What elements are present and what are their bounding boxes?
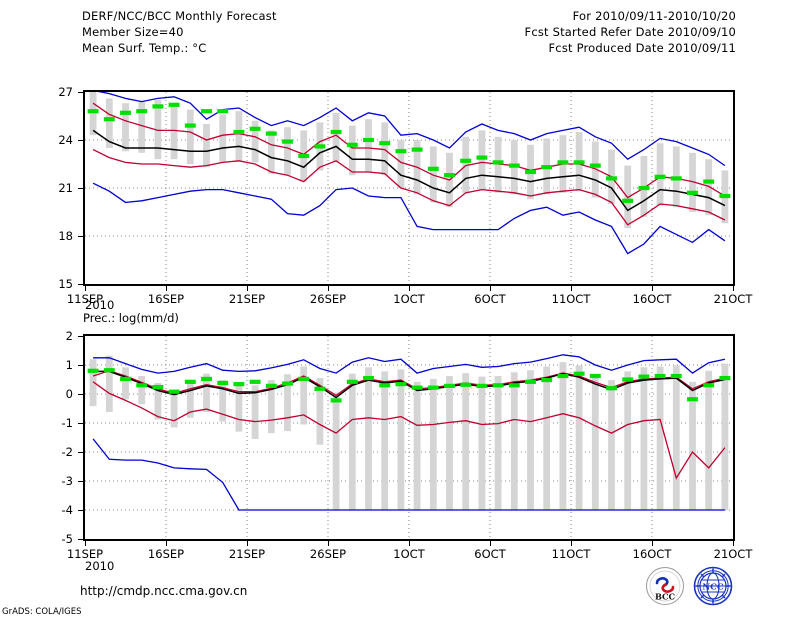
x-axis-tick (85, 541, 86, 546)
series-observation (87, 368, 731, 403)
variable-label-temperature: Mean Surf. Temp.: °C (82, 41, 207, 55)
x-axis-year-label: 2010 (85, 559, 115, 573)
y-axis-tick (78, 539, 83, 540)
y-axis-label: 0 (65, 387, 73, 401)
y-axis-label: -1 (61, 416, 73, 430)
y-axis-label: 15 (58, 277, 73, 291)
y-axis-label: 27 (58, 85, 73, 99)
x-axis-label: 11OCT (551, 292, 591, 306)
y-axis-tick (78, 336, 83, 337)
y-axis-label: -3 (61, 474, 73, 488)
source-url[interactable]: http://cmdp.ncc.cma.gov.cn (80, 584, 248, 598)
plot-area-precipitation (83, 334, 735, 541)
series-max (97, 92, 726, 167)
member-size-label: Member Size=40 (82, 25, 184, 39)
x-axis-tick (247, 286, 248, 291)
spread-bars (89, 355, 729, 510)
series-min (92, 182, 726, 255)
y-axis-tick (78, 423, 83, 424)
x-axis-tick (328, 541, 329, 546)
x-axis-label: 6OCT (474, 547, 506, 561)
x-axis-tick (85, 286, 86, 291)
x-axis-label: 26SEP (309, 547, 347, 561)
y-axis-label: 1 (65, 358, 73, 372)
series-observation (87, 102, 731, 203)
y-axis-label: 18 (58, 229, 73, 243)
x-axis-tick (409, 286, 410, 291)
x-axis-label: 11OCT (551, 547, 591, 561)
y-axis-label: -2 (61, 445, 73, 459)
y-axis-tick (78, 236, 83, 237)
x-axis-label: 16OCT (632, 292, 672, 306)
x-axis-tick (733, 286, 734, 291)
x-axis-tick (490, 541, 491, 546)
x-axis-tick (166, 541, 167, 546)
x-axis-tick (247, 541, 248, 546)
y-axis-label: -5 (61, 532, 73, 546)
x-axis-tick (652, 286, 653, 291)
y-axis-tick (78, 365, 83, 366)
plot-canvas-precipitation (85, 336, 733, 539)
x-axis-label: 21OCT (713, 547, 753, 561)
series-mean (93, 370, 726, 399)
logo-group: BCC NCC (645, 566, 750, 606)
series-upper_quartile (92, 102, 726, 199)
x-axis-label: 16OCT (632, 547, 672, 561)
y-axis-label: 21 (58, 181, 73, 195)
y-axis-label: 24 (58, 133, 73, 147)
forecast-produced-date: Fcst Produced Date 2010/09/11 (548, 41, 736, 55)
x-axis-tick (490, 286, 491, 291)
x-axis-tick (409, 541, 410, 546)
y-axis-tick (78, 140, 83, 141)
forecast-period-label: For 2010/09/11-2010/10/20 (572, 9, 736, 23)
gridlines (85, 92, 733, 284)
x-axis-label: 11SEP (66, 547, 104, 561)
x-axis-label: 1OCT (393, 292, 425, 306)
forecast-started-refer-date: Fcst Started Refer Date 2010/09/10 (524, 25, 736, 39)
series-min (92, 438, 725, 511)
y-axis-label: 2 (65, 329, 73, 343)
x-axis-label: 21OCT (713, 292, 753, 306)
x-axis-label: 26SEP (309, 292, 347, 306)
x-axis-label: 6OCT (474, 292, 506, 306)
grads-credit: GrADS: COLA/IGES (2, 607, 82, 617)
x-axis-label: 11SEP (66, 292, 104, 306)
y-axis-tick (78, 284, 83, 285)
series-lower_quartile (92, 381, 726, 480)
bcc-logo-icon: BCC (645, 566, 685, 606)
x-axis-tick (571, 286, 572, 291)
plot-canvas-surface-temperature (85, 92, 733, 284)
series-upper_quartile (92, 370, 726, 397)
y-axis-tick (78, 510, 83, 511)
axis-title-precipitation: Prec.: log(mm/d) (83, 311, 179, 325)
plot-area-surface-temperature (83, 90, 735, 286)
x-axis-year-label: 2010 (85, 298, 115, 312)
x-axis-label: 21SEP (228, 547, 266, 561)
x-axis-tick (328, 286, 329, 291)
svg-text:NCC: NCC (702, 583, 724, 593)
series-max (93, 354, 726, 374)
y-axis-tick (78, 481, 83, 482)
x-axis-tick (652, 541, 653, 546)
x-axis-label: 16SEP (147, 547, 185, 561)
y-axis-tick (78, 394, 83, 395)
y-axis-tick (78, 188, 83, 189)
y-axis-label: -4 (61, 503, 73, 517)
page-title: DERF/NCC/BCC Monthly Forecast (82, 9, 277, 23)
x-axis-label: 16SEP (147, 292, 185, 306)
x-axis-label: 21SEP (228, 292, 266, 306)
x-axis-tick (166, 286, 167, 291)
x-axis-tick (733, 541, 734, 546)
series-mean (92, 129, 726, 212)
x-axis-tick (571, 541, 572, 546)
series-lower_quartile (92, 149, 726, 226)
ncc-logo-icon: NCC (693, 566, 733, 606)
svg-text:BCC: BCC (655, 592, 676, 602)
y-axis-tick (78, 92, 83, 93)
x-axis-label: 1OCT (393, 547, 425, 561)
y-axis-tick (78, 452, 83, 453)
